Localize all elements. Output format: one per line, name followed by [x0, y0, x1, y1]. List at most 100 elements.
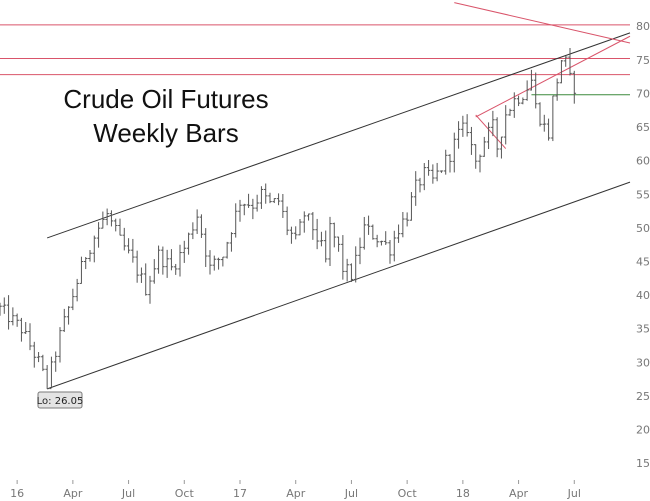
ohlc-bar	[6, 295, 11, 330]
ohlc-bar	[88, 250, 92, 262]
trend-line	[475, 114, 507, 149]
ohlc-bar	[109, 210, 114, 227]
y-tick-label: 20	[636, 424, 650, 437]
ohlc-bar	[191, 222, 195, 240]
ohlc-bar	[221, 256, 225, 267]
ohlc-bar	[448, 154, 452, 173]
ohlc-bar	[551, 95, 555, 142]
ohlc-bar	[461, 115, 465, 137]
x-tick-label: Jul	[344, 487, 358, 500]
ohlc-bar	[452, 132, 457, 173]
ohlc-bar	[418, 177, 422, 193]
ohlc-bar	[341, 235, 345, 280]
ohlc-bar	[45, 365, 49, 390]
x-tick-label: Apr	[509, 487, 529, 500]
ohlc-bar	[126, 238, 131, 254]
trend-line	[454, 2, 631, 44]
ohlc-bar	[542, 114, 547, 132]
channel-line	[46, 32, 631, 239]
ohlc-bar	[143, 263, 148, 296]
ohlc-bar	[281, 193, 285, 218]
ohlc-bar	[521, 97, 525, 105]
ohlc-bar	[259, 186, 264, 209]
ohlc-bar	[499, 136, 504, 159]
ohlc-bar	[388, 239, 392, 264]
ohlc-bar	[336, 236, 341, 252]
ohlc-bar	[173, 263, 178, 275]
low-label: Lo: 26.05	[37, 396, 84, 407]
ohlc-bar	[75, 278, 79, 302]
ohlc-bar	[311, 212, 315, 240]
ohlc-bar	[23, 322, 28, 334]
ohlc-bar	[409, 192, 414, 221]
axes: 15 20 25 30 35 40 45 50 55 60 65 70 75 80 16 Apr Jul Oct 1…	[10, 20, 650, 500]
ohlc-bar	[2, 297, 7, 314]
ohlc-bar	[58, 327, 62, 363]
ohlc-bar	[246, 193, 251, 208]
y-tick-label: 45	[636, 255, 650, 268]
y-tick-label: 50	[636, 222, 650, 235]
ohlc-bar	[79, 256, 84, 284]
ohlc-bar	[345, 258, 349, 282]
ohlc-bar	[491, 110, 495, 137]
low-label-group: Lo: 26.05	[37, 391, 84, 409]
ohlc-bar	[182, 240, 187, 263]
trend-line	[475, 35, 631, 118]
ohlc-bar	[113, 218, 118, 232]
ohlc-bar	[101, 211, 105, 229]
ohlc-bar	[212, 255, 217, 271]
ohlc-bar	[208, 250, 212, 275]
y-tick-label: 35	[636, 323, 650, 336]
ohlc-bar	[96, 222, 101, 248]
ohlc-bar	[405, 212, 409, 227]
ohlc-bar	[229, 232, 234, 252]
ohlc-bar	[465, 114, 469, 137]
low-label-box	[37, 391, 83, 409]
ohlc-bar	[319, 231, 324, 247]
y-tick-label: 75	[636, 54, 650, 67]
ohlc-bar	[353, 246, 358, 283]
ohlc-bar	[285, 206, 289, 236]
ohlc-bar	[225, 241, 229, 259]
x-tick-label: Oct	[175, 487, 195, 500]
y-tick-label: 30	[636, 356, 650, 369]
ohlc-bar	[139, 267, 144, 283]
ohlc-bar	[131, 238, 135, 263]
ohlc-bar	[503, 105, 508, 145]
ohlc-bar	[495, 117, 499, 158]
ohlc-bar	[525, 80, 529, 101]
ohlc-bar	[366, 215, 371, 235]
ohlc-bar	[263, 183, 268, 204]
x-tick-label: 17	[233, 487, 247, 500]
ohlc-bar	[508, 108, 512, 116]
ohlc-bar	[512, 92, 517, 118]
ohlc-bar	[358, 237, 362, 265]
ohlc-bar	[83, 257, 88, 270]
ohlc-bar	[302, 211, 307, 233]
ohlc-bar	[323, 230, 328, 263]
ohlc-bar	[32, 341, 37, 368]
x-tick-label: Jul	[567, 487, 581, 500]
ohlc-bar	[156, 245, 161, 274]
ohlc-bar	[289, 226, 294, 244]
ohlc-bar	[161, 246, 165, 275]
ohlc-bar	[272, 198, 277, 204]
ohlc-bar	[152, 259, 157, 284]
ohlc-bar	[298, 219, 302, 236]
ohlc-bar	[443, 149, 448, 175]
ohlc-bar	[482, 136, 487, 157]
ohlc-bar	[439, 170, 444, 173]
ohlc-bar	[66, 306, 71, 325]
chart-title: Crude Oil Futures Weekly Bars	[63, 84, 268, 148]
x-tick-label: Apr	[286, 487, 306, 500]
ohlc-bar	[375, 234, 379, 248]
ohlc-bar	[19, 317, 24, 342]
ohlc-bar	[0, 302, 2, 316]
y-tick-label: 60	[636, 155, 650, 168]
ohlc-bar	[216, 257, 221, 270]
channel-line	[46, 181, 631, 390]
ohlc-bar	[572, 70, 577, 104]
ohlc-bar	[315, 218, 319, 250]
ohlc-bar	[251, 198, 255, 220]
